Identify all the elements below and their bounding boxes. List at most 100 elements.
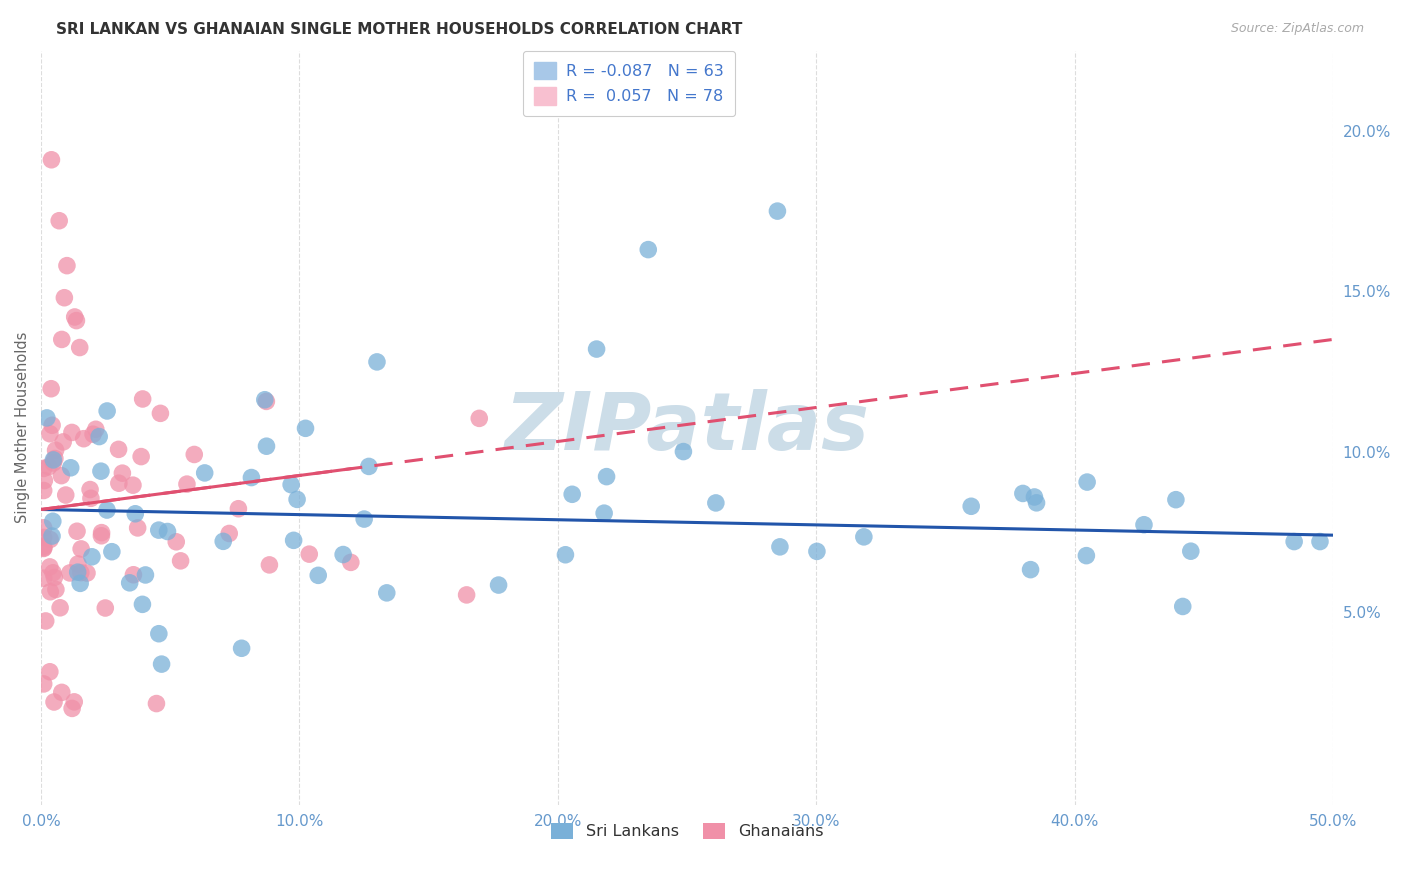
Point [1012,486,1035,500]
Point [39,584,62,599]
Point [1171,599,1194,614]
Point [73,432,96,446]
Point [766,204,789,219]
Point [35,410,58,425]
Point [769,540,792,554]
Point [108,476,131,491]
Point [488,578,510,592]
Point [45,582,67,597]
Point [42,695,65,709]
Point [101,545,124,559]
Point [96,404,118,418]
Point [48,213,70,227]
Point [32,521,55,535]
Point [82,427,104,442]
Point [212,534,235,549]
Point [42,453,65,467]
Point [45,443,67,458]
Point [32,571,55,585]
Point [32,461,55,475]
Point [60,425,83,440]
Text: SRI LANKAN VS GHANAIAN SINGLE MOTHER HOUSEHOLDS CORRELATION CHART: SRI LANKAN VS GHANAIAN SINGLE MOTHER HOU… [56,22,742,37]
Text: ZIPatlas: ZIPatlas [505,389,869,467]
Point [595,469,617,483]
Point [63,695,86,709]
Point [70,541,93,556]
Point [131,598,153,612]
Point [79,483,101,497]
Point [42,566,65,580]
Point [32,541,55,555]
Point [41,153,63,167]
Point [253,392,276,407]
Point [1025,496,1047,510]
Point [228,501,250,516]
Point [285,492,308,507]
Point [84,422,107,436]
Point [52,434,75,449]
Point [38,459,60,474]
Point [554,548,576,562]
Point [122,478,145,492]
Point [122,567,145,582]
Point [59,460,82,475]
Point [127,521,149,535]
Point [1076,549,1098,563]
Point [375,586,398,600]
Point [254,394,277,409]
Point [1180,544,1202,558]
Point [169,554,191,568]
Point [38,665,60,679]
Point [60,701,83,715]
Point [585,342,607,356]
Point [32,540,55,554]
Point [806,544,828,558]
Point [165,534,187,549]
Point [353,512,375,526]
Point [39,533,62,547]
Point [704,496,727,510]
Point [41,418,63,433]
Point [90,525,112,540]
Point [593,506,616,520]
Point [69,341,91,355]
Point [259,558,281,572]
Point [231,641,253,656]
Point [131,392,153,406]
Point [76,566,98,580]
Point [41,529,63,543]
Point [148,523,170,537]
Point [94,601,117,615]
Point [65,313,87,327]
Point [56,259,79,273]
Point [63,310,86,324]
Point [468,411,491,425]
Point [107,442,129,457]
Point [80,491,103,506]
Point [34,474,56,488]
Point [32,541,55,556]
Point [118,575,141,590]
Point [1019,563,1042,577]
Point [1164,492,1187,507]
Point [307,568,329,582]
Point [1309,534,1331,549]
Point [124,507,146,521]
Point [561,487,583,501]
Point [150,657,173,672]
Point [42,456,65,470]
Point [156,524,179,539]
Point [66,565,89,579]
Point [1076,475,1098,489]
Point [90,529,112,543]
Point [49,600,72,615]
Point [332,548,354,562]
Point [298,547,321,561]
Point [294,421,316,435]
Point [456,588,478,602]
Point [44,570,66,584]
Point [89,429,111,443]
Point [38,426,60,441]
Point [366,355,388,369]
Point [672,444,695,458]
